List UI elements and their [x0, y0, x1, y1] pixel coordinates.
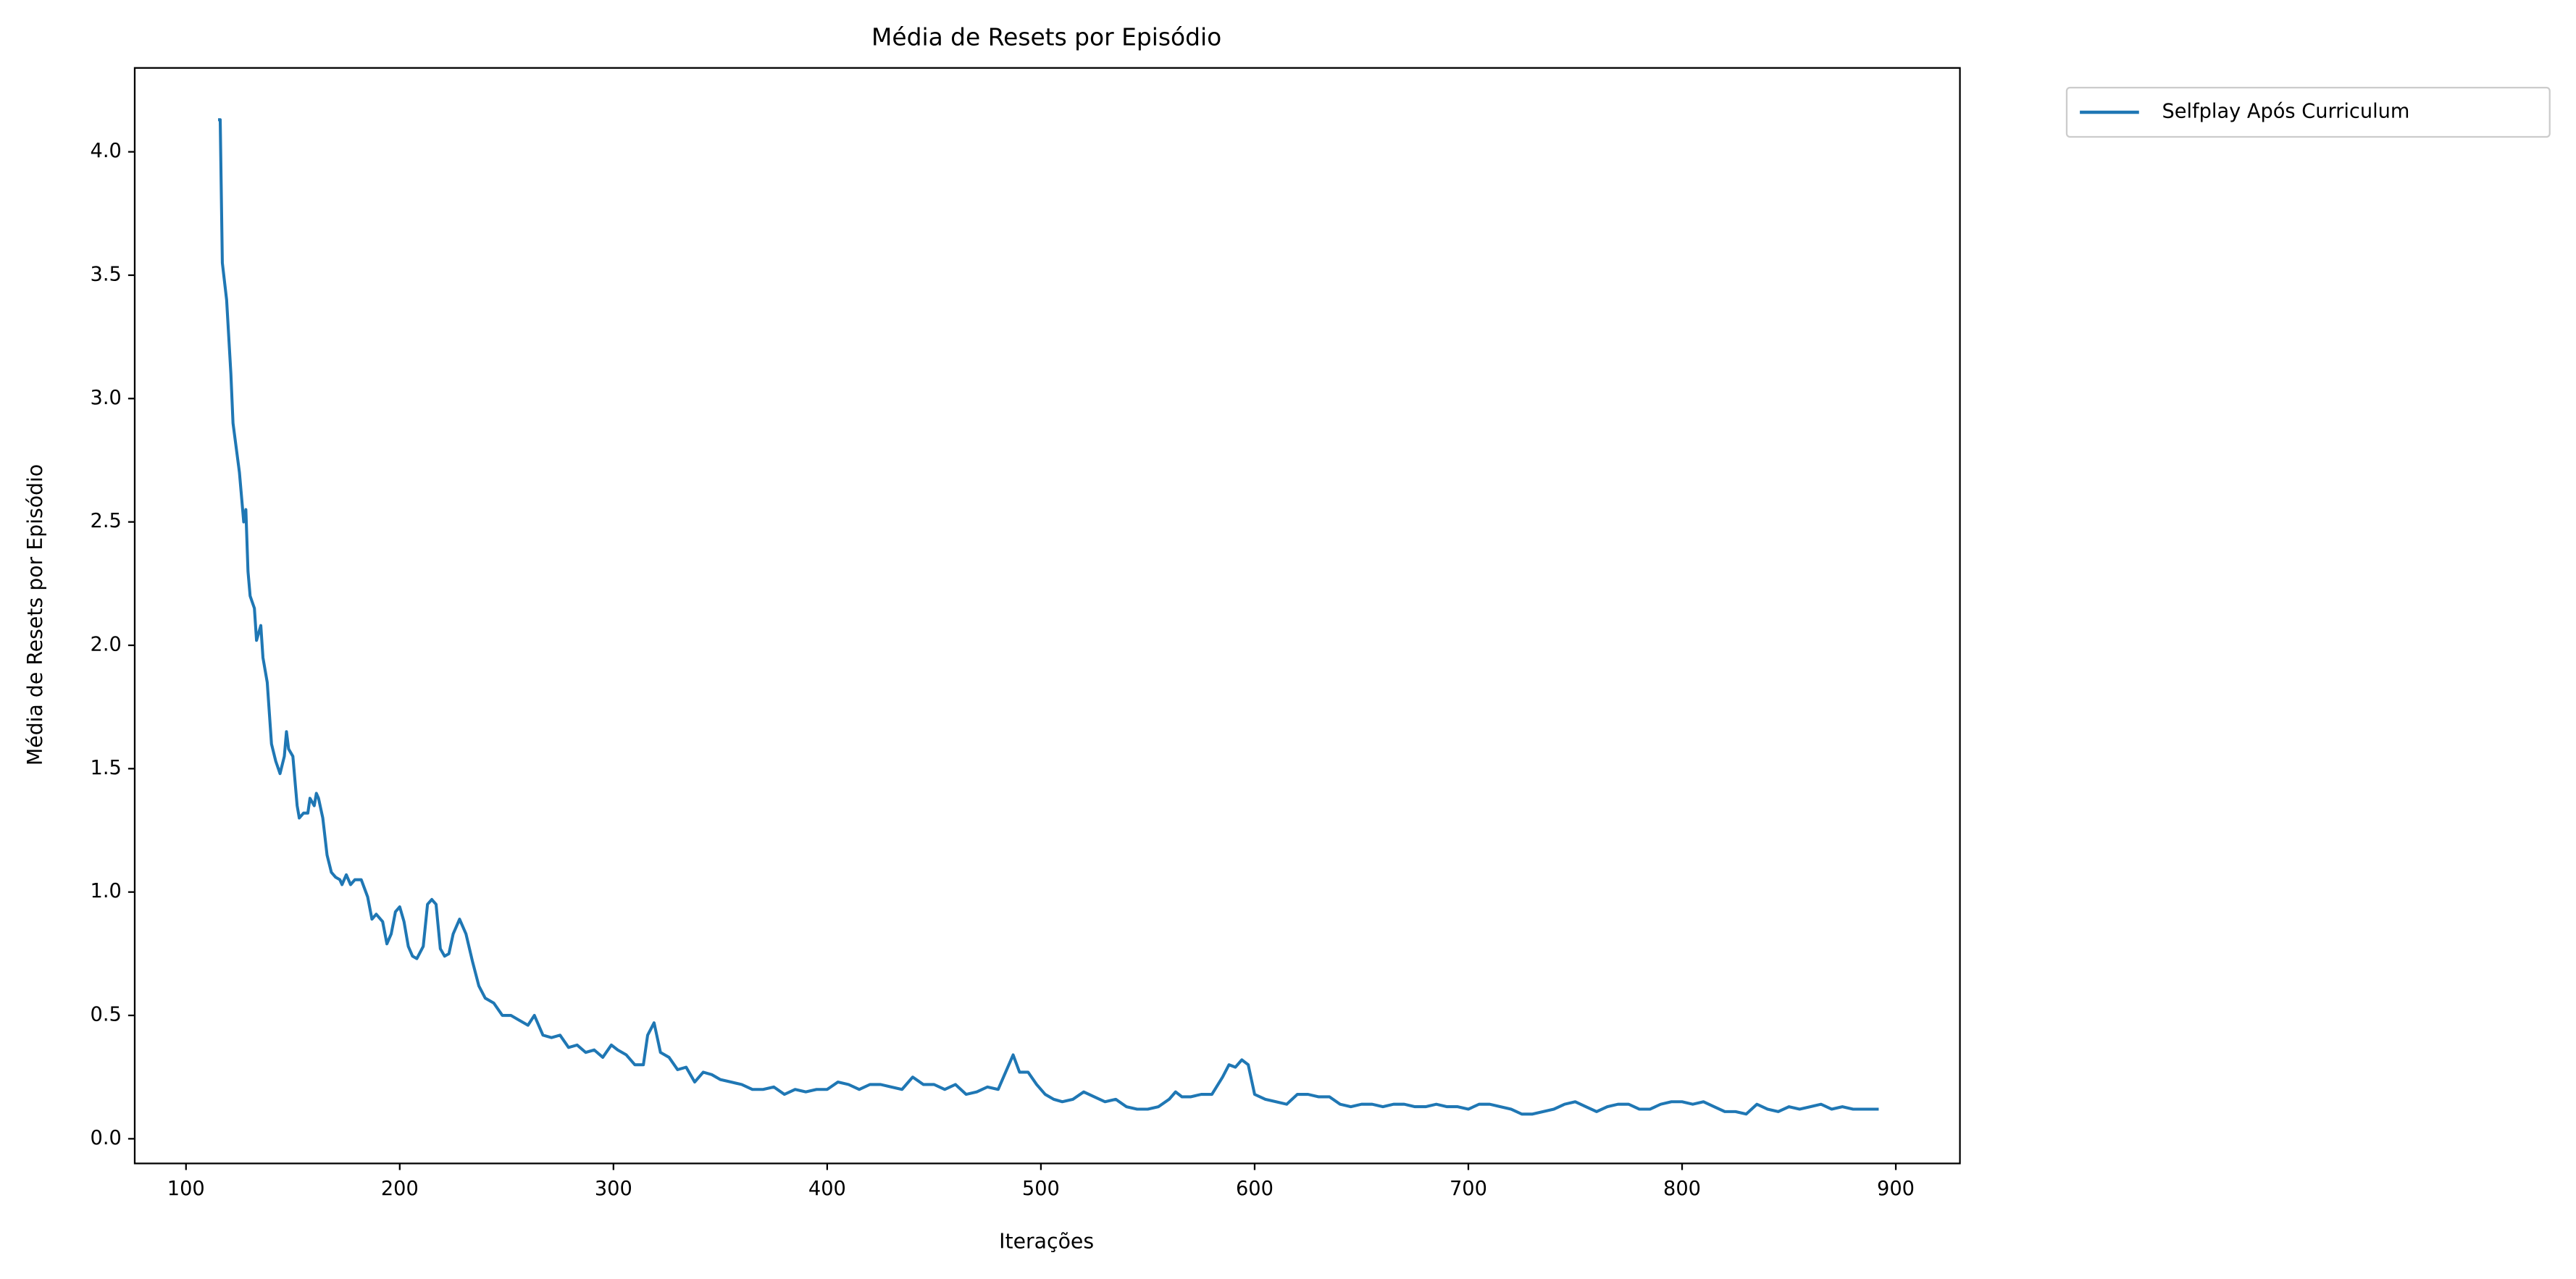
series-line	[218, 118, 1879, 1116]
legend-box	[2065, 86, 2551, 138]
x-tick-label: 900	[1877, 1178, 1915, 1200]
x-tick-label: 800	[1663, 1178, 1701, 1200]
y-tick-label: 2.0	[91, 633, 122, 655]
y-tick-label: 3.5	[91, 263, 122, 285]
chart-title: Média de Resets por Episódio	[871, 22, 1221, 51]
x-tick-label: 500	[1022, 1178, 1060, 1200]
x-tick-label: 300	[595, 1178, 632, 1200]
y-tick-label: 1.5	[91, 757, 122, 779]
x-axis-label: Iterações	[999, 1229, 1094, 1253]
y-tick-label: 0.0	[91, 1127, 122, 1149]
x-tick-label: 200	[381, 1178, 419, 1200]
y-tick-label: 1.0	[91, 880, 122, 902]
x-tick-label: 400	[808, 1178, 846, 1200]
legend: Selfplay Após Curriculum	[2065, 86, 2551, 138]
y-tick-label: 0.5	[91, 1004, 122, 1026]
y-tick-label: 4.0	[91, 140, 122, 162]
y-axis-label: Média de Resets por Episódio	[23, 464, 47, 766]
x-tick-label: 700	[1450, 1178, 1487, 1200]
x-tick-label: 100	[167, 1178, 205, 1200]
plot-frame	[133, 67, 1961, 1165]
legend-label: Selfplay Após Curriculum	[2162, 101, 2410, 123]
y-tick-label: 2.5	[91, 510, 122, 532]
x-tick-label: 600	[1236, 1178, 1274, 1200]
y-tick-label: 3.0	[91, 387, 122, 409]
